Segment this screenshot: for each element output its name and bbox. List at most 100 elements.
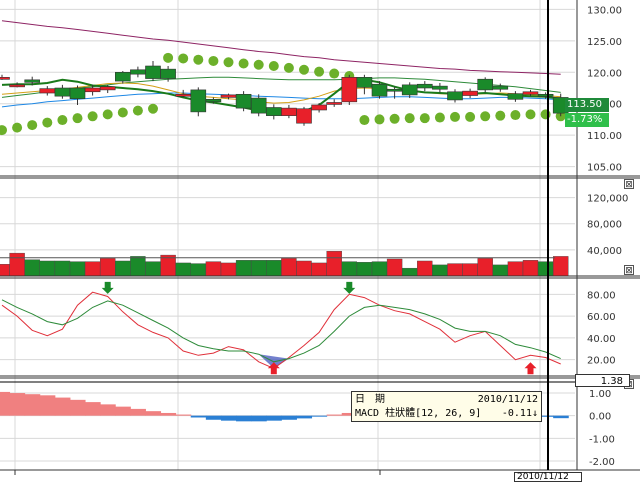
kd-tick-label: 20.00 bbox=[587, 356, 616, 367]
volume-bar bbox=[190, 263, 207, 277]
sar-dot bbox=[102, 109, 113, 120]
sar-dot bbox=[283, 62, 294, 73]
moving-average-line bbox=[1, 92, 561, 108]
volume-bar bbox=[371, 261, 388, 277]
volume-bar bbox=[0, 264, 10, 277]
price-tick-label: 125.00 bbox=[587, 37, 622, 48]
volume-bar bbox=[281, 258, 297, 277]
candle-body bbox=[175, 93, 191, 97]
macd-histogram-bar bbox=[553, 415, 569, 419]
candle-body bbox=[401, 84, 418, 96]
kd-tick-label: 40.00 bbox=[587, 334, 616, 345]
sar-dot bbox=[27, 120, 38, 131]
macd-histogram-bar bbox=[39, 395, 56, 416]
macd-tick-label: -2.00 bbox=[589, 457, 615, 468]
volume-bar bbox=[507, 261, 524, 277]
volume-bar bbox=[402, 267, 418, 277]
candle-body bbox=[220, 94, 237, 98]
tooltip-date-label: 日 期 bbox=[355, 394, 385, 405]
macd-tick-label: 1.00 bbox=[589, 389, 611, 400]
volume-bar bbox=[417, 260, 433, 277]
macd-histogram-bar bbox=[85, 402, 101, 416]
candle-body bbox=[537, 93, 554, 97]
candle-body bbox=[145, 65, 161, 79]
kd-panel bbox=[1, 281, 561, 375]
candle-body bbox=[205, 99, 222, 103]
sar-dot bbox=[223, 57, 234, 68]
macd-histogram-bar bbox=[69, 399, 86, 416]
candle-body bbox=[281, 107, 297, 116]
macd-histogram-bar bbox=[205, 415, 222, 420]
volume-bar bbox=[553, 256, 569, 277]
sar-dot bbox=[480, 111, 491, 122]
sar-dot bbox=[495, 110, 506, 121]
volume-bar bbox=[220, 262, 237, 277]
close-volume-panel-icon[interactable]: ⊠ bbox=[624, 179, 634, 190]
volume-bar bbox=[492, 264, 508, 277]
candle-body bbox=[432, 85, 448, 90]
candle-body bbox=[115, 71, 131, 82]
volume-bar bbox=[9, 252, 25, 277]
macd-histogram-bar bbox=[538, 415, 554, 417]
sar-dot bbox=[253, 59, 264, 70]
sar-dot bbox=[0, 125, 7, 136]
sar-dot bbox=[404, 113, 415, 124]
price-tick-label: 110.00 bbox=[587, 131, 622, 142]
volume-tick-label: 120,000 bbox=[587, 194, 628, 205]
sar-dot bbox=[510, 110, 521, 121]
price-tick-label: 105.00 bbox=[587, 163, 622, 174]
candle-body bbox=[341, 77, 358, 103]
macd-histogram-bar bbox=[160, 412, 177, 416]
sar-dot bbox=[57, 115, 68, 126]
volume-bar bbox=[39, 260, 55, 277]
macd-histogram-bar bbox=[175, 414, 192, 416]
volume-bar bbox=[356, 262, 373, 277]
macd-histogram-bar bbox=[236, 415, 252, 422]
kd-line bbox=[1, 299, 561, 363]
sell-signal-arrow-icon bbox=[343, 281, 356, 294]
close-kd-panel-icon[interactable]: ⊠ bbox=[624, 265, 634, 276]
sar-dot bbox=[208, 55, 219, 66]
volume-bar bbox=[326, 250, 342, 277]
candle-body bbox=[522, 91, 539, 95]
buy-signal-arrow-icon bbox=[524, 362, 537, 375]
last-change: -1.73% bbox=[565, 113, 609, 127]
candle-body bbox=[492, 85, 509, 90]
volume-bar bbox=[54, 260, 71, 277]
last-price: 113.50 bbox=[565, 98, 609, 112]
macd-histogram-bar bbox=[9, 393, 26, 416]
volume-bar bbox=[235, 260, 252, 277]
kd-tick-label: 60.00 bbox=[587, 312, 616, 323]
volume-bar bbox=[432, 264, 448, 277]
candle-body bbox=[9, 84, 25, 88]
candle-body bbox=[311, 104, 327, 111]
volume-bar bbox=[115, 260, 131, 277]
moving-average-line bbox=[1, 20, 561, 75]
volume-bar bbox=[477, 258, 493, 277]
candle-body bbox=[356, 77, 373, 88]
volume-bar bbox=[296, 260, 312, 277]
sar-dot bbox=[299, 64, 309, 75]
sar-dot bbox=[12, 122, 23, 133]
candle-body bbox=[69, 87, 86, 99]
sar-dot bbox=[359, 115, 370, 126]
macd-histogram-bar bbox=[0, 391, 11, 416]
data-tooltip: 日 期 2010/11/12 MACD 柱狀體[12, 26, 9] -0.11… bbox=[351, 391, 542, 422]
kd-line bbox=[1, 291, 561, 369]
candle-body bbox=[99, 86, 116, 91]
volume-panel bbox=[0, 250, 569, 277]
sar-dot bbox=[268, 61, 279, 71]
volume-bar bbox=[69, 261, 86, 277]
sar-dot bbox=[72, 113, 83, 124]
candle-body bbox=[265, 107, 282, 116]
volume-bar bbox=[537, 261, 554, 277]
macd-histogram-bar bbox=[115, 406, 131, 416]
sar-dot bbox=[132, 105, 143, 116]
candle-body bbox=[235, 93, 252, 109]
volume-bar bbox=[266, 260, 282, 277]
sar-dot bbox=[238, 58, 249, 69]
candle-body bbox=[84, 87, 101, 93]
volume-bar bbox=[447, 263, 463, 277]
macd-histogram-bar bbox=[190, 415, 207, 418]
